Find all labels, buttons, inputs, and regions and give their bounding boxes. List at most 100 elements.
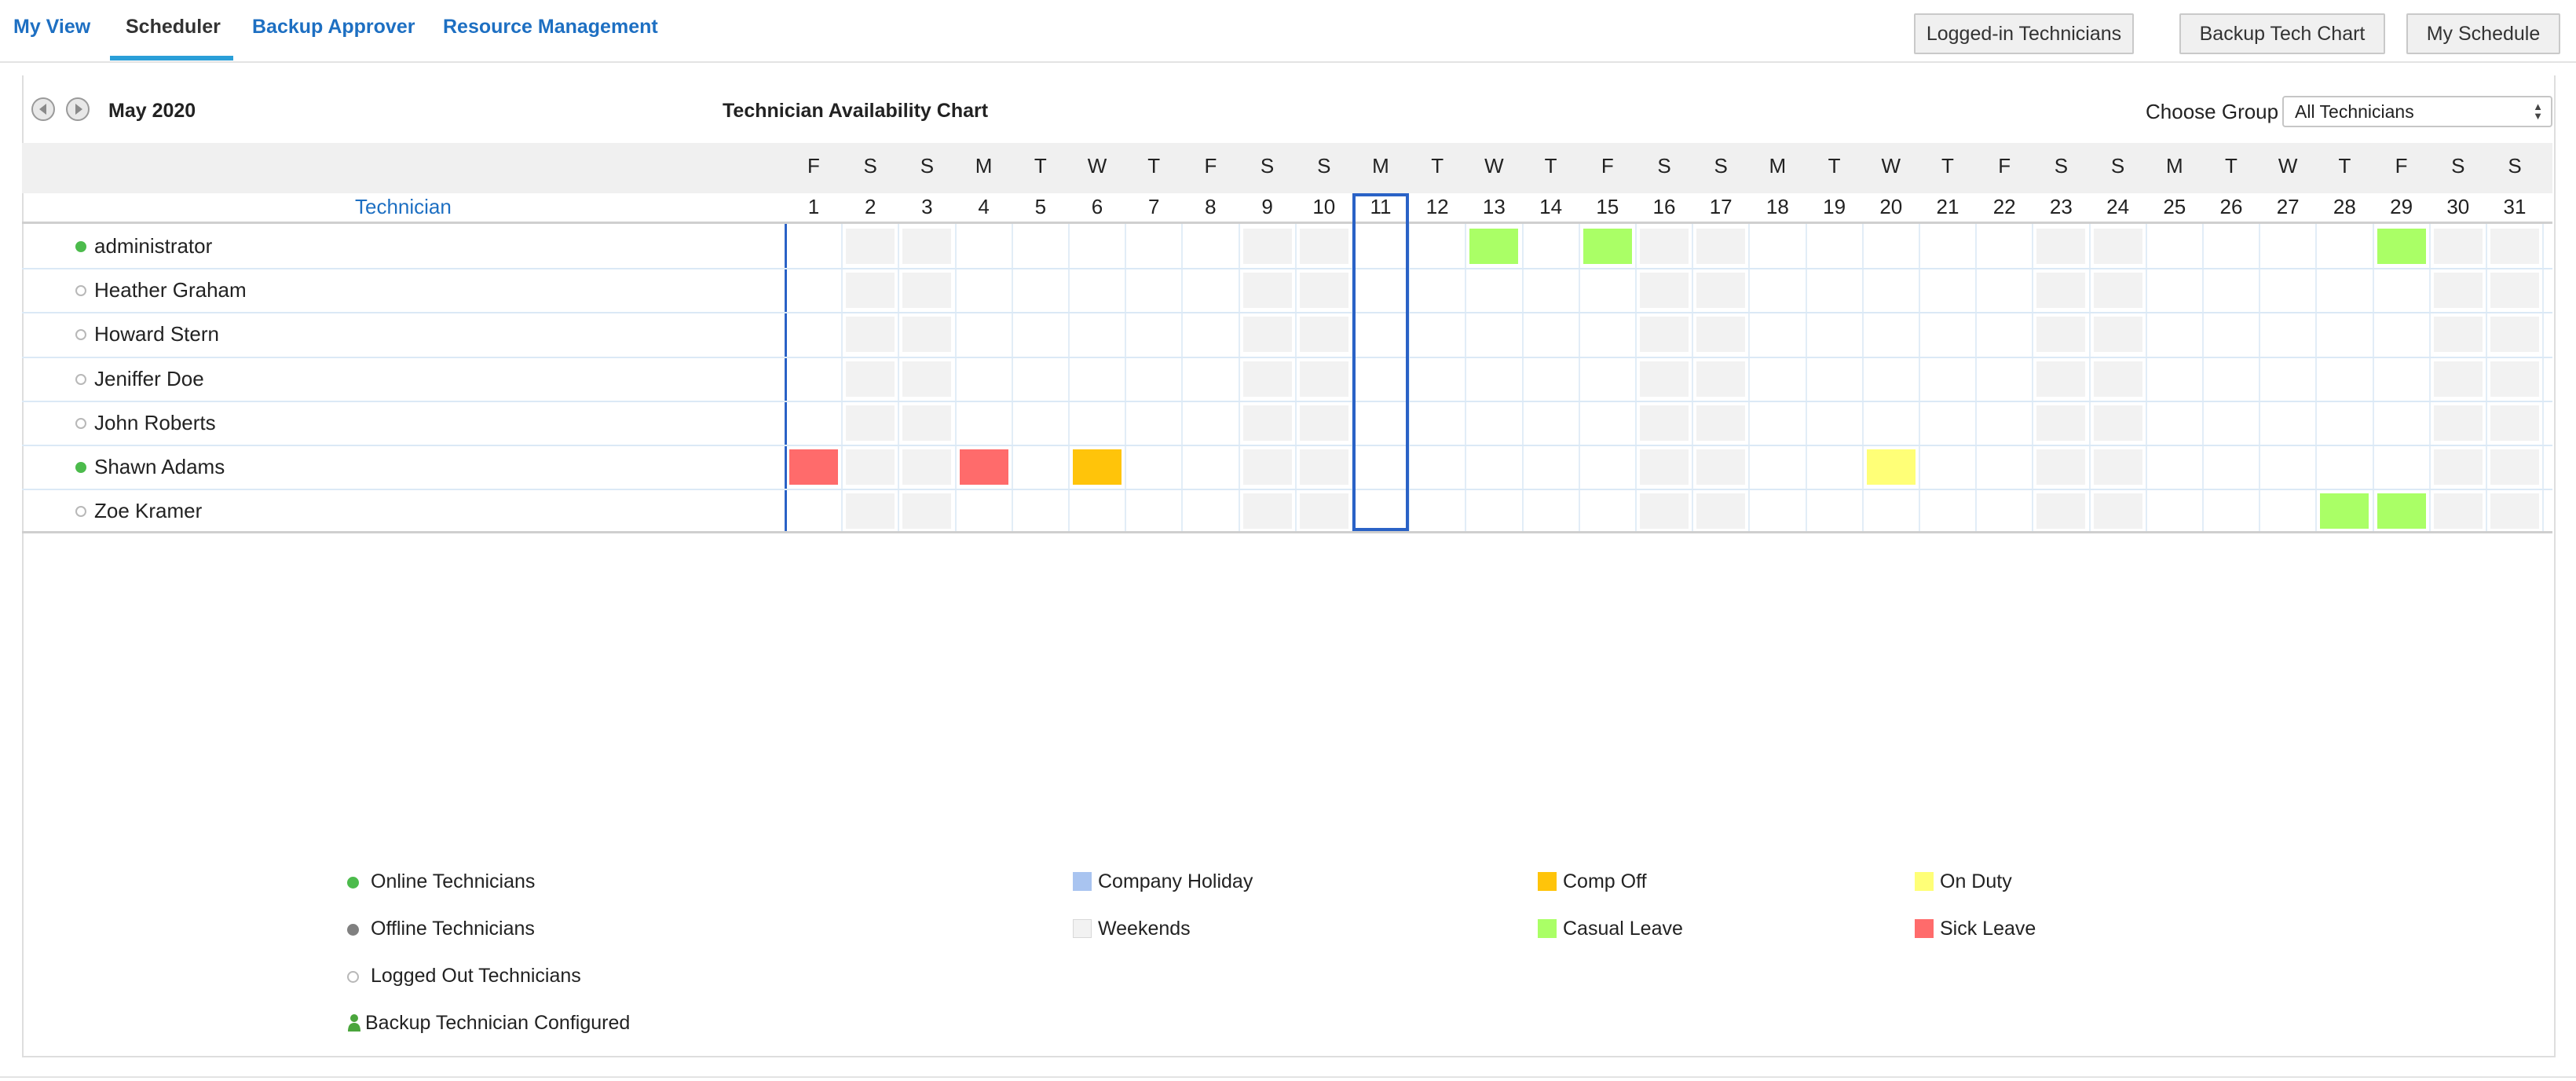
date-label[interactable]: 15 <box>1596 195 1619 218</box>
weekend-cell[interactable] <box>902 317 952 353</box>
date-label[interactable]: 31 <box>2503 195 2527 218</box>
weekend-cell[interactable] <box>2036 405 2086 441</box>
weekend-cell[interactable] <box>1696 493 1746 530</box>
weekend-cell[interactable] <box>1640 317 1689 353</box>
weekend-cell[interactable] <box>2490 493 2539 530</box>
weekend-cell[interactable] <box>1299 273 1348 309</box>
date-label[interactable]: 28 <box>2333 195 2356 218</box>
weekend-cell[interactable] <box>2093 229 2142 264</box>
weekend-cell[interactable] <box>1299 361 1348 397</box>
weekend-cell[interactable] <box>2490 449 2539 485</box>
weekend-cell[interactable] <box>1640 405 1689 441</box>
weekend-cell[interactable] <box>1242 493 1292 530</box>
technician-name[interactable]: Howard Stern <box>94 322 219 346</box>
weekend-cell[interactable] <box>1299 405 1348 441</box>
date-label[interactable]: 27 <box>2276 195 2300 218</box>
weekend-cell[interactable] <box>1696 449 1746 485</box>
date-label[interactable]: 1 <box>807 195 820 218</box>
weekend-cell[interactable] <box>1299 449 1348 485</box>
date-label[interactable]: 5 <box>1034 195 1047 218</box>
weekend-cell[interactable] <box>2433 273 2483 309</box>
weekend-cell[interactable] <box>2093 405 2142 441</box>
date-label[interactable]: 10 <box>1312 195 1336 218</box>
date-label[interactable]: 7 <box>1147 195 1160 218</box>
date-label[interactable]: 2 <box>864 195 876 218</box>
weekend-cell[interactable] <box>2093 361 2142 397</box>
weekend-cell[interactable] <box>902 405 952 441</box>
date-label[interactable]: 13 <box>1482 195 1506 218</box>
weekend-cell[interactable] <box>846 405 895 441</box>
weekend-cell[interactable] <box>1640 229 1689 264</box>
previous-month-button[interactable] <box>31 97 55 121</box>
date-label[interactable]: 16 <box>1652 195 1676 218</box>
weekend-cell[interactable] <box>2490 361 2539 397</box>
weekend-cell[interactable] <box>2093 493 2142 530</box>
weekend-cell[interactable] <box>846 317 895 353</box>
weekend-cell[interactable] <box>2433 405 2483 441</box>
date-label[interactable]: 8 <box>1205 195 1217 218</box>
weekend-cell[interactable] <box>1696 361 1746 397</box>
date-label[interactable]: 25 <box>2163 195 2186 218</box>
weekend-cell[interactable] <box>1696 405 1746 441</box>
weekend-cell[interactable] <box>846 361 895 397</box>
my-schedule-button[interactable]: My Schedule <box>2406 13 2560 54</box>
event-cell-comp[interactable] <box>1073 449 1122 485</box>
weekend-cell[interactable] <box>2433 449 2483 485</box>
weekend-cell[interactable] <box>1299 493 1348 530</box>
weekend-cell[interactable] <box>2433 317 2483 353</box>
weekend-cell[interactable] <box>2036 493 2086 530</box>
date-label[interactable]: 29 <box>2390 195 2413 218</box>
date-label[interactable]: 30 <box>2446 195 2470 218</box>
weekend-cell[interactable] <box>2093 317 2142 353</box>
weekend-cell[interactable] <box>2036 361 2086 397</box>
weekend-cell[interactable] <box>2433 229 2483 264</box>
weekend-cell[interactable] <box>2036 273 2086 309</box>
weekend-cell[interactable] <box>902 361 952 397</box>
weekend-cell[interactable] <box>902 493 952 530</box>
weekend-cell[interactable] <box>2036 229 2086 264</box>
weekend-cell[interactable] <box>2036 449 2086 485</box>
weekend-cell[interactable] <box>846 229 895 264</box>
weekend-cell[interactable] <box>1640 449 1689 485</box>
technician-name[interactable]: Jeniffer Doe <box>94 366 204 390</box>
weekend-cell[interactable] <box>1242 449 1292 485</box>
weekend-cell[interactable] <box>1696 273 1746 309</box>
event-cell-casual[interactable] <box>2320 493 2369 530</box>
date-label[interactable]: 21 <box>1936 195 1959 218</box>
weekend-cell[interactable] <box>1696 317 1746 353</box>
weekend-cell[interactable] <box>1640 361 1689 397</box>
weekend-cell[interactable] <box>902 273 952 309</box>
weekend-cell[interactable] <box>1299 317 1348 353</box>
event-cell-casual[interactable] <box>2377 493 2426 530</box>
weekend-cell[interactable] <box>1242 361 1292 397</box>
backup-tech-chart-button[interactable]: Backup Tech Chart <box>2179 13 2385 54</box>
weekend-cell[interactable] <box>1696 229 1746 264</box>
technician-name[interactable]: Shawn Adams <box>94 455 225 478</box>
date-label[interactable]: 4 <box>978 195 990 218</box>
date-label[interactable]: 17 <box>1709 195 1733 218</box>
tab-resource-management[interactable]: Resource Management <box>443 16 658 38</box>
next-month-button[interactable] <box>66 97 90 121</box>
event-cell-casual[interactable] <box>2377 229 2426 264</box>
tab-scheduler[interactable]: Scheduler <box>126 16 221 38</box>
weekend-cell[interactable] <box>2433 493 2483 530</box>
date-label[interactable]: 22 <box>1992 195 2016 218</box>
weekend-cell[interactable] <box>1242 273 1292 309</box>
date-label[interactable]: 6 <box>1091 195 1103 218</box>
weekend-cell[interactable] <box>846 493 895 530</box>
event-cell-casual[interactable] <box>1469 229 1519 264</box>
date-label[interactable]: 20 <box>1879 195 1903 218</box>
technician-name[interactable]: John Roberts <box>94 410 216 434</box>
tab-my-view[interactable]: My View <box>13 16 91 38</box>
weekend-cell[interactable] <box>2490 317 2539 353</box>
weekend-cell[interactable] <box>902 229 952 264</box>
tab-backup-approver[interactable]: Backup Approver <box>252 16 415 38</box>
weekend-cell[interactable] <box>1640 273 1689 309</box>
weekend-cell[interactable] <box>846 449 895 485</box>
event-cell-casual[interactable] <box>1583 229 1632 264</box>
technician-name[interactable]: Zoe Kramer <box>94 499 203 523</box>
date-label[interactable]: 23 <box>2049 195 2073 218</box>
date-label[interactable]: 24 <box>2106 195 2130 218</box>
weekend-cell[interactable] <box>1242 317 1292 353</box>
logged-in-technicians-button[interactable]: Logged-in Technicians <box>1914 13 2134 54</box>
